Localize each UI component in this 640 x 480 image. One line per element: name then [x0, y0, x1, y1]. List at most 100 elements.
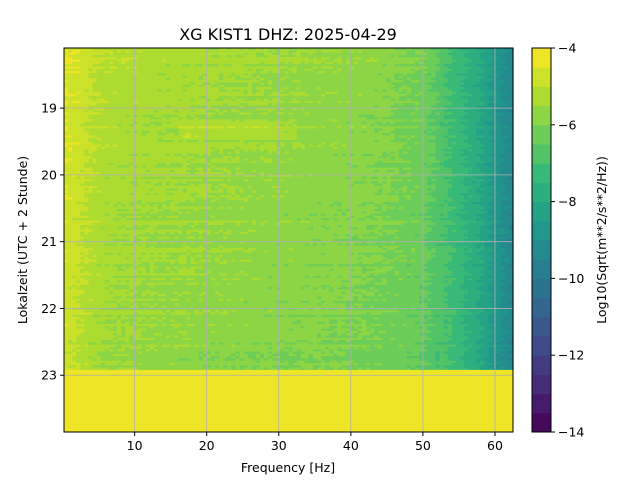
heatmap-cell — [451, 100, 457, 104]
heatmap-cell — [292, 64, 298, 67]
heatmap-cell — [166, 64, 171, 67]
heatmap-cell — [231, 64, 237, 67]
heatmap-cell — [357, 119, 363, 123]
heatmap-cell — [64, 70, 69, 74]
heatmap-cell — [296, 70, 302, 74]
heatmap-cell — [235, 107, 241, 111]
heatmap-cell — [272, 70, 277, 74]
heatmap-cell — [227, 100, 232, 104]
heatmap-cell — [194, 116, 200, 120]
heatmap-cell — [157, 93, 163, 97]
heatmap-cell — [210, 59, 216, 63]
heatmap-cell — [439, 107, 445, 111]
heatmap-cell — [508, 98, 514, 102]
heatmap-cell — [300, 114, 306, 118]
heatmap-cell — [476, 77, 481, 81]
heatmap-cell — [357, 54, 363, 58]
heatmap-cell — [406, 61, 412, 65]
heatmap-cell — [141, 66, 147, 70]
heatmap-cell — [215, 75, 220, 79]
heatmap-cell — [435, 107, 441, 111]
heatmap-cell — [104, 107, 110, 111]
heatmap-cell — [72, 116, 77, 120]
heatmap-cell — [272, 105, 277, 109]
heatmap-cell — [325, 77, 330, 81]
heatmap-cell — [239, 98, 245, 102]
heatmap-cell — [386, 73, 392, 77]
heatmap-cell — [296, 110, 302, 113]
heatmap-cell — [259, 80, 265, 84]
heatmap-cell — [255, 116, 261, 120]
heatmap-cell — [406, 48, 412, 51]
heatmap-cell — [215, 100, 220, 104]
heatmap-cell — [382, 61, 388, 65]
heatmap-cell — [349, 107, 355, 111]
heatmap-cell — [374, 100, 379, 104]
heatmap-cell — [468, 107, 473, 111]
heatmap-cell — [406, 87, 412, 90]
heatmap-cell — [406, 57, 412, 61]
heatmap-cell — [125, 98, 130, 102]
heatmap-cell — [459, 96, 465, 100]
heatmap-cell — [272, 98, 277, 102]
heatmap-cell — [76, 107, 81, 111]
heatmap-cell — [247, 66, 253, 70]
heatmap-cell — [300, 110, 306, 113]
heatmap-cell — [304, 84, 310, 88]
heatmap-cell — [210, 77, 216, 81]
heatmap-cell — [219, 110, 224, 113]
heatmap-cell — [288, 105, 294, 109]
heatmap-cell — [366, 80, 371, 84]
heatmap-cell — [76, 68, 81, 72]
heatmap-cell — [104, 52, 110, 56]
heatmap-cell — [202, 75, 208, 79]
heatmap-cell — [480, 80, 486, 84]
heatmap-cell — [121, 82, 126, 86]
heatmap-cell — [84, 61, 90, 65]
heatmap-cell — [108, 93, 114, 97]
heatmap-cell — [194, 54, 200, 58]
heatmap-cell — [202, 48, 208, 51]
heatmap-cell — [80, 91, 86, 95]
heatmap-cell — [386, 48, 392, 51]
heatmap-cell — [80, 82, 86, 86]
heatmap-cell — [182, 100, 188, 104]
heatmap-cell — [508, 64, 514, 67]
heatmap-cell — [349, 61, 355, 65]
heatmap-cell — [496, 93, 502, 97]
heatmap-cell — [480, 73, 486, 77]
heatmap-cell — [198, 87, 204, 90]
heatmap-cell — [219, 84, 224, 88]
heatmap-cell — [480, 50, 486, 54]
heatmap-cell — [190, 54, 196, 58]
heatmap-cell — [308, 52, 314, 56]
heatmap-cell — [488, 82, 494, 86]
heatmap-cell — [145, 112, 151, 116]
heatmap-cell — [447, 100, 453, 104]
heatmap-cell — [92, 59, 98, 63]
heatmap-cell — [227, 82, 232, 86]
heatmap-cell — [268, 52, 273, 56]
heatmap-cell — [161, 61, 167, 65]
heatmap-cell — [390, 112, 396, 116]
heatmap-cell — [410, 68, 416, 72]
heatmap-cell — [219, 89, 224, 93]
heatmap-cell — [117, 100, 122, 104]
heatmap-cell — [504, 66, 510, 70]
heatmap-cell — [76, 54, 81, 58]
heatmap-cell — [255, 119, 261, 123]
heatmap-cell — [239, 68, 245, 72]
heatmap-cell — [300, 80, 306, 84]
heatmap-cell — [170, 96, 175, 100]
heatmap-cell — [386, 77, 392, 81]
heatmap-cell — [304, 100, 310, 104]
heatmap-cell — [406, 105, 412, 109]
heatmap-cell — [80, 87, 86, 90]
heatmap-cell — [329, 75, 334, 79]
heatmap-cell — [504, 107, 510, 111]
heatmap-cell — [182, 98, 188, 102]
heatmap-cell — [129, 89, 134, 93]
heatmap-cell — [210, 98, 216, 102]
heatmap-cell — [431, 54, 437, 58]
heatmap-cell — [312, 73, 318, 77]
